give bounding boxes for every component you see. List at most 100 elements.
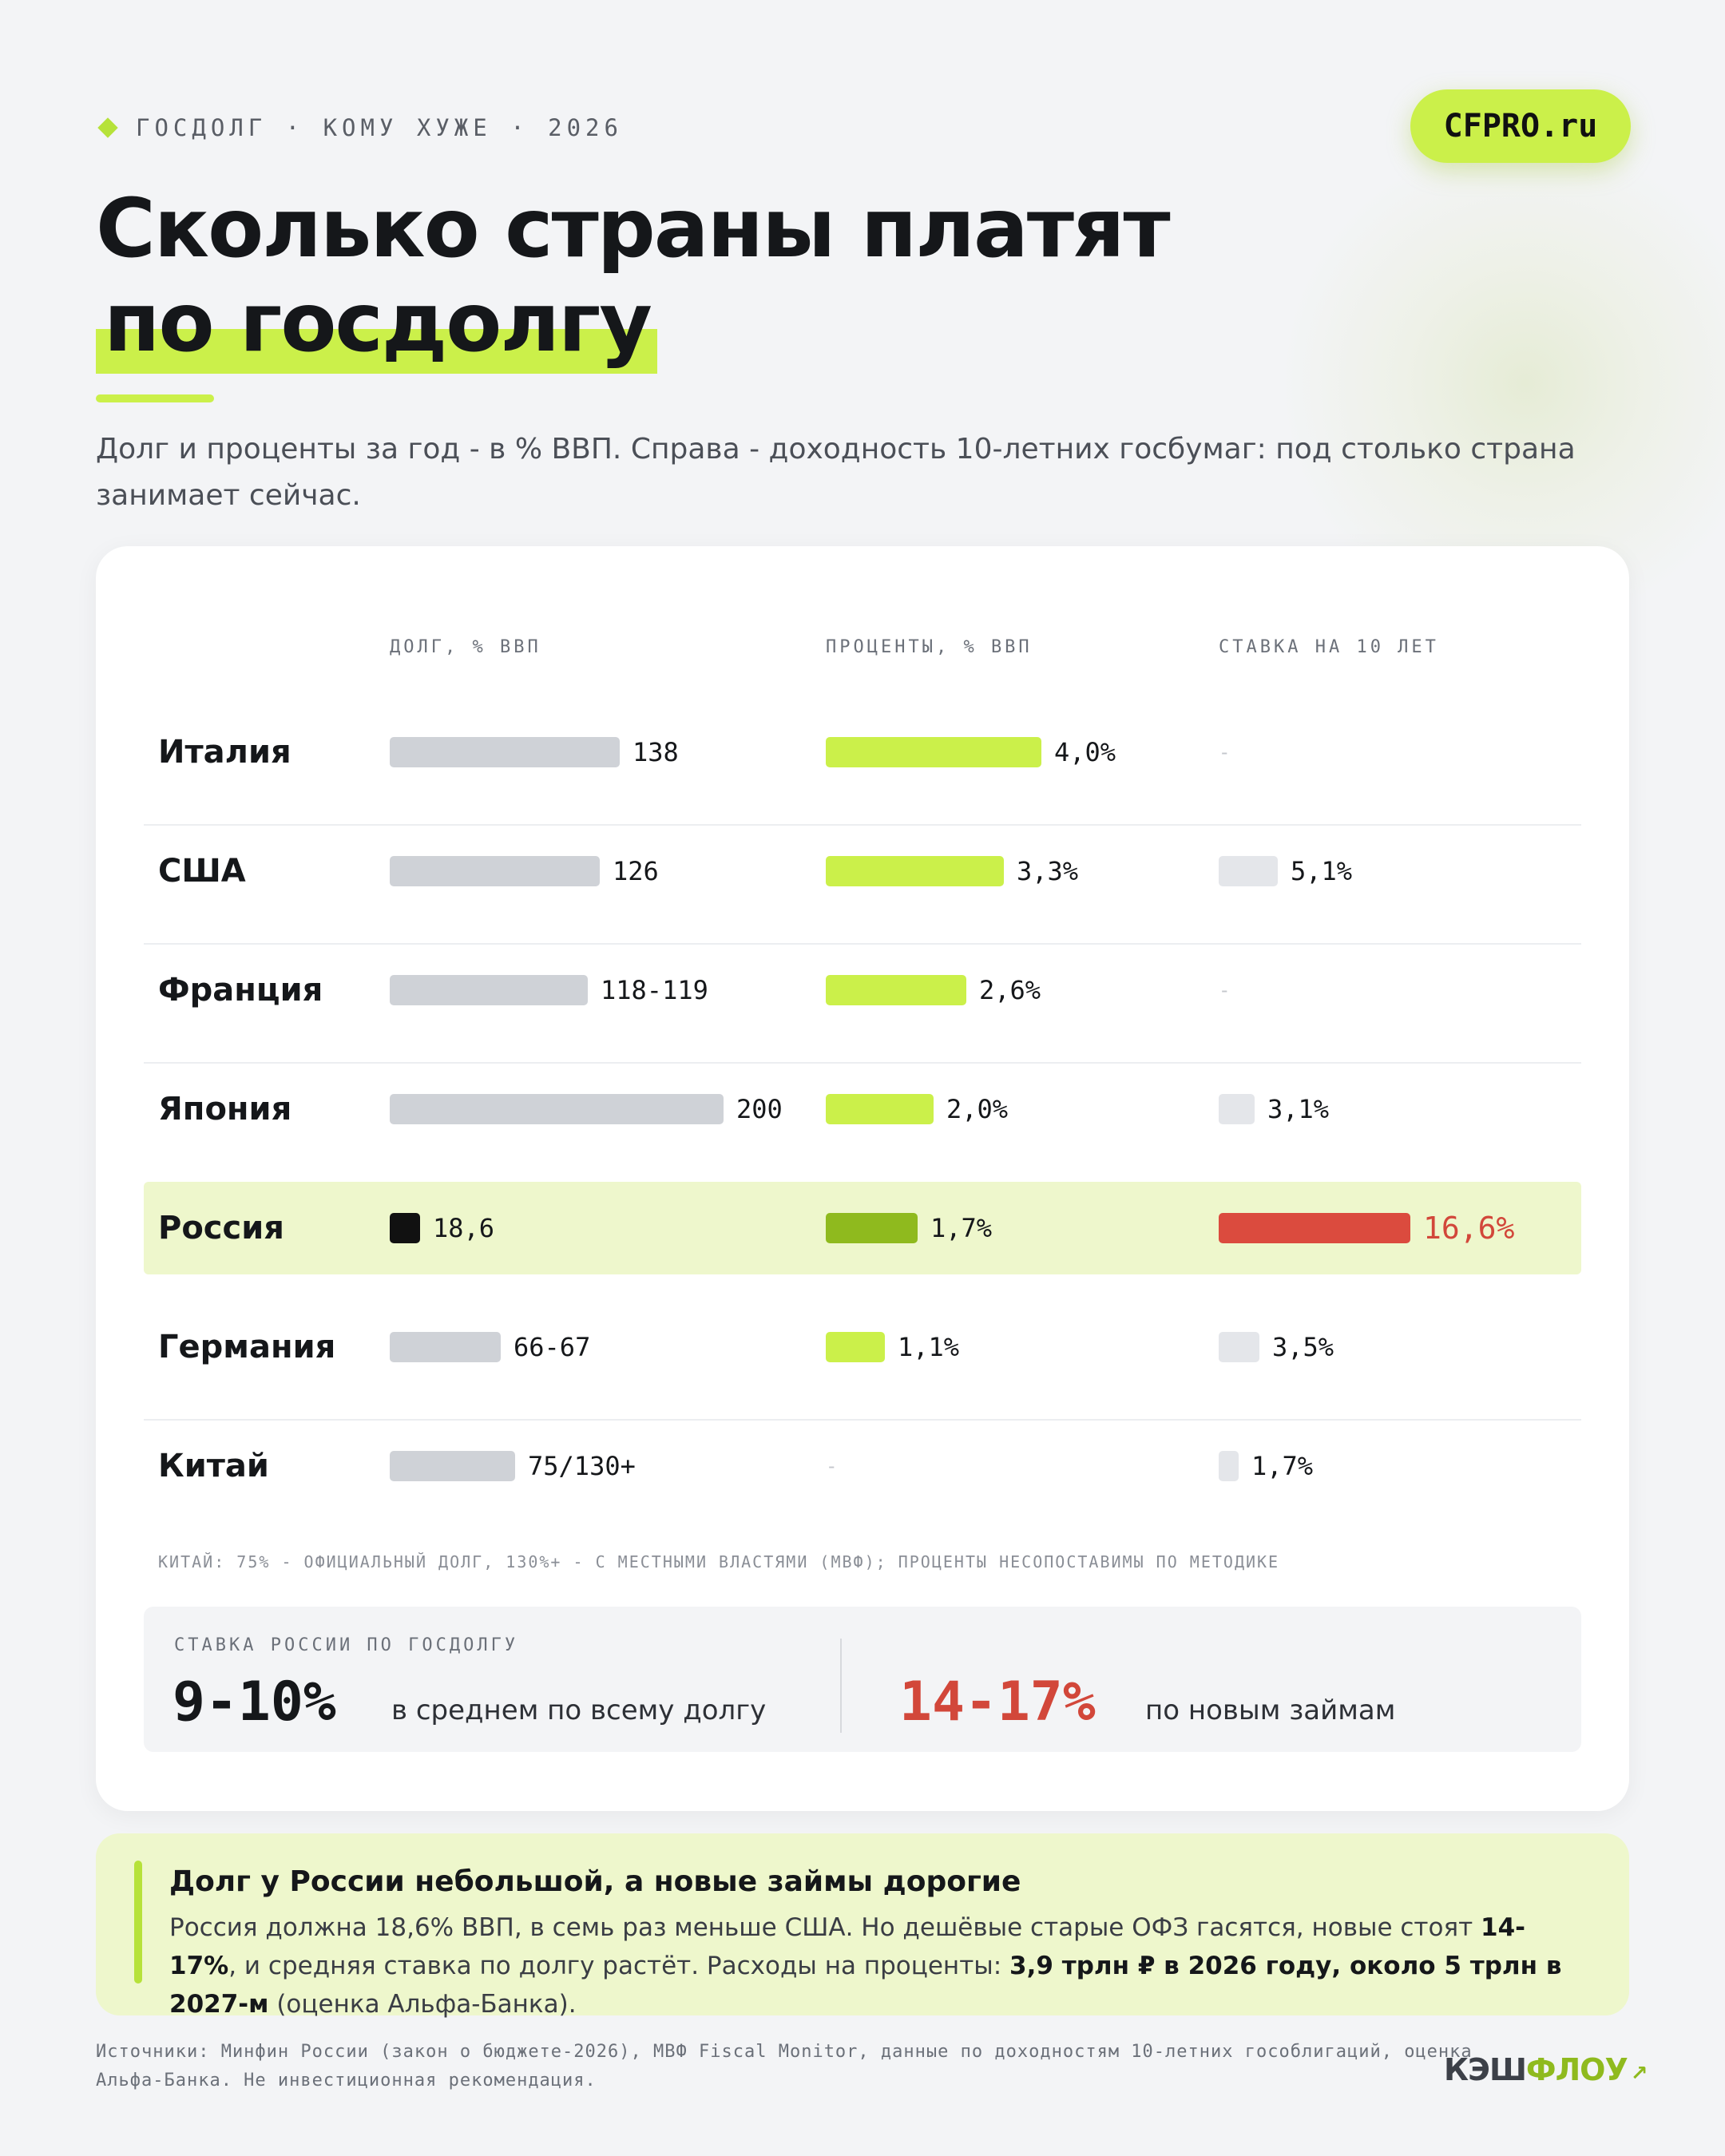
- rate-value: 5,1%: [1291, 856, 1353, 886]
- logo-part-1: КЭШ: [1444, 2052, 1527, 2087]
- interest-value: 2,6%: [979, 975, 1041, 1005]
- debt-cell: 118-119: [390, 944, 708, 1036]
- debt-cell: 75/130+: [390, 1420, 636, 1512]
- debt-value: 75/130+: [528, 1451, 636, 1481]
- rate-cell: 5,1%: [1219, 825, 1352, 917]
- title-line-2: по госдолгу: [104, 275, 652, 371]
- rate-bar: [1219, 1332, 1259, 1362]
- callout-box: Долг у России небольшой, а новые займы д…: [96, 1833, 1629, 2019]
- interest-cell: 2,0%: [826, 1063, 1008, 1155]
- debt-value: 18,6: [433, 1213, 495, 1243]
- debt-cell: 200: [390, 1063, 783, 1155]
- interest-bar: [826, 975, 966, 1005]
- debt-value: 200: [736, 1094, 783, 1124]
- callout-bold-1: 14-17%: [169, 1913, 1526, 1980]
- brand-pill[interactable]: CFPRO.ru: [1410, 89, 1631, 163]
- callout-text-1: Россия должна 18,6% ВВП, в семь раз мень…: [169, 1913, 1481, 1942]
- rate-cell: -: [1219, 706, 1230, 799]
- debt-bar: [390, 1332, 501, 1362]
- summary-heading: СТАВКА РОССИИ ПО ГОСДОЛГУ: [174, 1635, 519, 1655]
- debt-value: 118-119: [601, 975, 708, 1005]
- page-title: Сколько страны платят по госдолгу: [96, 181, 1171, 374]
- table-row: Франция 118-119 2,6% -: [144, 944, 1581, 1064]
- title-line-2-wrap: по госдолгу: [96, 283, 657, 374]
- interest-cell: 3,3%: [826, 825, 1078, 917]
- debt-bar: [390, 1094, 724, 1124]
- callout-title: Долг у России небольшой, а новые займы д…: [169, 1865, 1021, 1898]
- country-name: Япония: [158, 1091, 292, 1128]
- interest-bar: [826, 1332, 885, 1362]
- debt-bar: [390, 856, 600, 886]
- debt-bar: [390, 975, 588, 1005]
- summary-divider: [840, 1639, 842, 1733]
- title-line-1: Сколько страны платят: [96, 181, 1171, 276]
- kicker: ГОСДОЛГ · КОМУ ХУЖЕ · 2026: [96, 112, 623, 144]
- rate-value: 16,6%: [1423, 1211, 1515, 1246]
- interest-value: 3,3%: [1017, 856, 1079, 886]
- table-row: США 126 3,3% 5,1%: [144, 825, 1581, 945]
- rate-cell: -: [1219, 944, 1230, 1036]
- summary-panel: СТАВКА РОССИИ ПО ГОСДОЛГУ 9-10% в средне…: [144, 1607, 1581, 1752]
- table-row: Германия 66-67 1,1% 3,5%: [144, 1301, 1581, 1421]
- debt-value: 138: [632, 737, 679, 767]
- rate-bar: [1219, 856, 1278, 886]
- interest-bar: [826, 856, 1004, 886]
- chart-note: КИТАЙ: 75% - ОФИЦИАЛЬНЫЙ ДОЛГ, 130%+ - С…: [158, 1552, 1280, 1571]
- rate-value: 3,5%: [1272, 1332, 1334, 1362]
- interest-bar: [826, 1094, 934, 1124]
- rate-empty: -: [1219, 741, 1231, 763]
- avg-rate-label: в среднем по всему долгу: [391, 1694, 767, 1726]
- country-name: Италия: [158, 734, 291, 771]
- interest-bar: [826, 737, 1041, 767]
- country-name: Франция: [158, 972, 323, 1009]
- callout-accent-bar: [134, 1861, 142, 1984]
- rate-empty: -: [1219, 979, 1231, 1001]
- callout-body: Россия должна 18,6% ВВП, в семь раз мень…: [169, 1908, 1591, 2023]
- interest-cell: 2,6%: [826, 944, 1041, 1036]
- subtitle: Долг и проценты за год - в % ВВП. Справа…: [96, 433, 1576, 512]
- table-row: Италия 138 4,0% -: [144, 706, 1581, 826]
- title-underline: [96, 394, 214, 402]
- table-row: Китай 75/130+ - 1,7%: [144, 1420, 1581, 1512]
- interest-cell: -: [826, 1420, 837, 1512]
- rate-bar: [1219, 1213, 1410, 1243]
- rate-cell: 3,5%: [1219, 1301, 1334, 1393]
- table-row: Япония 200 2,0% 3,1%: [144, 1063, 1581, 1155]
- debt-bar: [390, 1213, 420, 1243]
- arrow-icon: ↗: [1630, 2062, 1648, 2086]
- sources: Источники: Минфин России (закон о бюджет…: [96, 2042, 1473, 2091]
- logo-part-2: ФЛОУ: [1525, 2052, 1628, 2087]
- interest-value: 1,7%: [930, 1213, 993, 1243]
- callout-bold-2: 3,9 трлн ₽ в 2026 году, около 5 трлн в 2…: [169, 1952, 1562, 2019]
- column-header-interest: ПРОЦЕНТЫ, % ВВП: [826, 637, 1033, 657]
- debt-cell: 138: [390, 706, 679, 799]
- debt-value: 126: [613, 856, 659, 886]
- debt-bar: [390, 1451, 515, 1481]
- debt-cell: 126: [390, 825, 659, 917]
- country-name: Германия: [158, 1329, 336, 1365]
- interest-cell: 4,0%: [826, 706, 1116, 799]
- interest-value: 1,1%: [898, 1332, 960, 1362]
- interest-empty: -: [826, 1455, 838, 1477]
- brand-logo[interactable]: КЭШФЛОУ ↗: [1444, 2052, 1648, 2087]
- country-name: Россия: [158, 1210, 284, 1246]
- table-row: Россия 18,6 1,7% 16,6%: [144, 1182, 1581, 1274]
- column-header-debt: ДОЛГ, % ВВП: [390, 637, 541, 657]
- callout-text-3: (оценка Альфа-Банка).: [268, 1990, 577, 2019]
- rate-value: 3,1%: [1267, 1094, 1330, 1124]
- avg-rate-value: 9-10%: [172, 1671, 336, 1734]
- interest-cell: 1,7%: [826, 1182, 992, 1274]
- diamond-icon: [97, 117, 118, 138]
- rate-bar: [1219, 1094, 1255, 1124]
- column-header-rate: СТАВКА НА 10 ЛЕТ: [1219, 637, 1439, 657]
- rate-value: 1,7%: [1251, 1451, 1314, 1481]
- rate-cell: 16,6%: [1219, 1182, 1514, 1274]
- debt-cell: 66-67: [390, 1301, 590, 1393]
- new-rate-value: 14-17%: [899, 1671, 1096, 1734]
- country-name: США: [158, 853, 246, 890]
- country-name: Китай: [158, 1448, 269, 1484]
- interest-bar: [826, 1213, 918, 1243]
- kicker-text: ГОСДОЛГ · КОМУ ХУЖЕ · 2026: [136, 114, 623, 141]
- interest-value: 2,0%: [946, 1094, 1009, 1124]
- callout-text-2: , и средняя ставка по долгу растёт. Расх…: [228, 1952, 1010, 1980]
